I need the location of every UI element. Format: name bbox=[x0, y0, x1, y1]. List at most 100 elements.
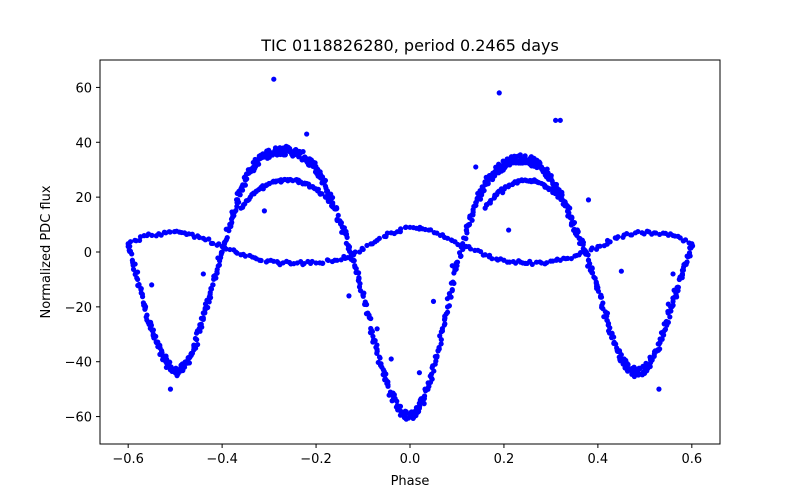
data-point bbox=[485, 179, 491, 185]
outlier-point bbox=[585, 197, 592, 203]
data-point bbox=[434, 353, 440, 359]
data-point bbox=[385, 383, 391, 389]
data-point bbox=[216, 262, 222, 268]
outlier-point bbox=[665, 301, 671, 307]
data-point bbox=[668, 308, 674, 314]
data-point bbox=[625, 361, 631, 368]
data-point bbox=[684, 259, 690, 265]
data-point bbox=[589, 270, 596, 276]
data-point bbox=[449, 287, 455, 293]
plot-area-frame bbox=[99, 59, 721, 445]
data-point bbox=[150, 327, 156, 333]
data-point bbox=[394, 398, 400, 404]
data-point bbox=[443, 311, 449, 317]
data-point bbox=[206, 236, 212, 242]
outlier-point bbox=[304, 131, 310, 137]
data-point bbox=[236, 199, 242, 205]
outlier-point bbox=[618, 268, 624, 274]
data-point bbox=[665, 319, 671, 325]
data-point bbox=[127, 239, 134, 245]
outlier-point bbox=[670, 271, 676, 277]
data-point bbox=[478, 248, 484, 255]
data-point bbox=[615, 234, 621, 240]
data-point bbox=[657, 346, 663, 352]
data-point bbox=[458, 253, 464, 259]
data-point bbox=[544, 260, 550, 266]
data-point bbox=[228, 223, 234, 230]
data-point bbox=[529, 261, 535, 267]
data-point bbox=[242, 253, 248, 259]
data-point bbox=[403, 224, 409, 230]
data-point bbox=[217, 258, 223, 264]
data-point bbox=[234, 203, 240, 210]
y-tick-label: −20 bbox=[65, 301, 92, 316]
y-tick-label: 20 bbox=[75, 191, 92, 206]
data-point bbox=[517, 152, 523, 158]
data-point bbox=[320, 260, 326, 266]
x-tick-label: −0.2 bbox=[300, 452, 332, 467]
x-tick-label: 0.6 bbox=[681, 452, 702, 467]
data-point bbox=[605, 320, 612, 327]
y-tick-label: 40 bbox=[75, 136, 92, 151]
data-point bbox=[383, 371, 389, 377]
data-point bbox=[139, 291, 145, 297]
data-point bbox=[463, 236, 469, 242]
data-point bbox=[313, 260, 319, 266]
data-point bbox=[205, 304, 211, 311]
data-point bbox=[197, 328, 203, 334]
data-point bbox=[470, 209, 476, 215]
data-point bbox=[356, 276, 362, 282]
data-point bbox=[679, 272, 686, 278]
data-point bbox=[334, 257, 340, 263]
data-point bbox=[567, 205, 573, 211]
data-point bbox=[442, 321, 448, 327]
data-point bbox=[151, 335, 157, 341]
x-tick-label: −0.6 bbox=[112, 452, 144, 467]
data-point bbox=[397, 403, 404, 409]
data-point bbox=[335, 212, 341, 219]
y-tick-label: 0 bbox=[84, 246, 92, 261]
data-point bbox=[210, 240, 216, 247]
data-point bbox=[138, 286, 144, 293]
data-point bbox=[427, 227, 434, 233]
outlier-point bbox=[449, 263, 455, 269]
data-point bbox=[589, 265, 595, 272]
data-point bbox=[309, 258, 315, 265]
data-point bbox=[673, 292, 679, 298]
data-point bbox=[206, 299, 212, 305]
data-point bbox=[398, 226, 404, 232]
y-tick-label: −40 bbox=[65, 356, 92, 371]
data-point bbox=[376, 354, 383, 360]
outlier-point bbox=[496, 90, 502, 96]
data-point bbox=[134, 276, 141, 283]
outlier-point bbox=[473, 164, 479, 170]
data-point bbox=[344, 254, 351, 261]
data-point bbox=[669, 304, 675, 310]
data-point bbox=[129, 251, 135, 257]
data-point bbox=[570, 221, 577, 227]
chart-title: TIC 0118826280, period 0.2465 days bbox=[260, 36, 559, 55]
x-tick-label: 0.4 bbox=[588, 452, 609, 467]
data-point bbox=[196, 234, 202, 241]
data-point bbox=[240, 202, 247, 208]
data-point bbox=[589, 245, 595, 251]
y-axis-ticks: −60 −40 −20 0 20 40 60 bbox=[65, 81, 100, 426]
outlier-point bbox=[149, 282, 155, 288]
data-point bbox=[206, 294, 212, 300]
data-point bbox=[467, 246, 474, 252]
outlier-point bbox=[374, 326, 380, 332]
data-point bbox=[548, 172, 554, 179]
data-point bbox=[149, 232, 155, 238]
data-point bbox=[568, 255, 574, 262]
data-point bbox=[195, 341, 201, 348]
y-tick-label: −60 bbox=[65, 411, 92, 426]
data-point bbox=[363, 301, 370, 308]
data-point bbox=[489, 256, 495, 262]
data-point bbox=[242, 177, 249, 183]
data-point bbox=[618, 352, 624, 358]
data-point bbox=[496, 161, 502, 167]
data-point bbox=[352, 249, 358, 255]
data-point bbox=[356, 270, 362, 276]
data-point bbox=[227, 246, 233, 253]
